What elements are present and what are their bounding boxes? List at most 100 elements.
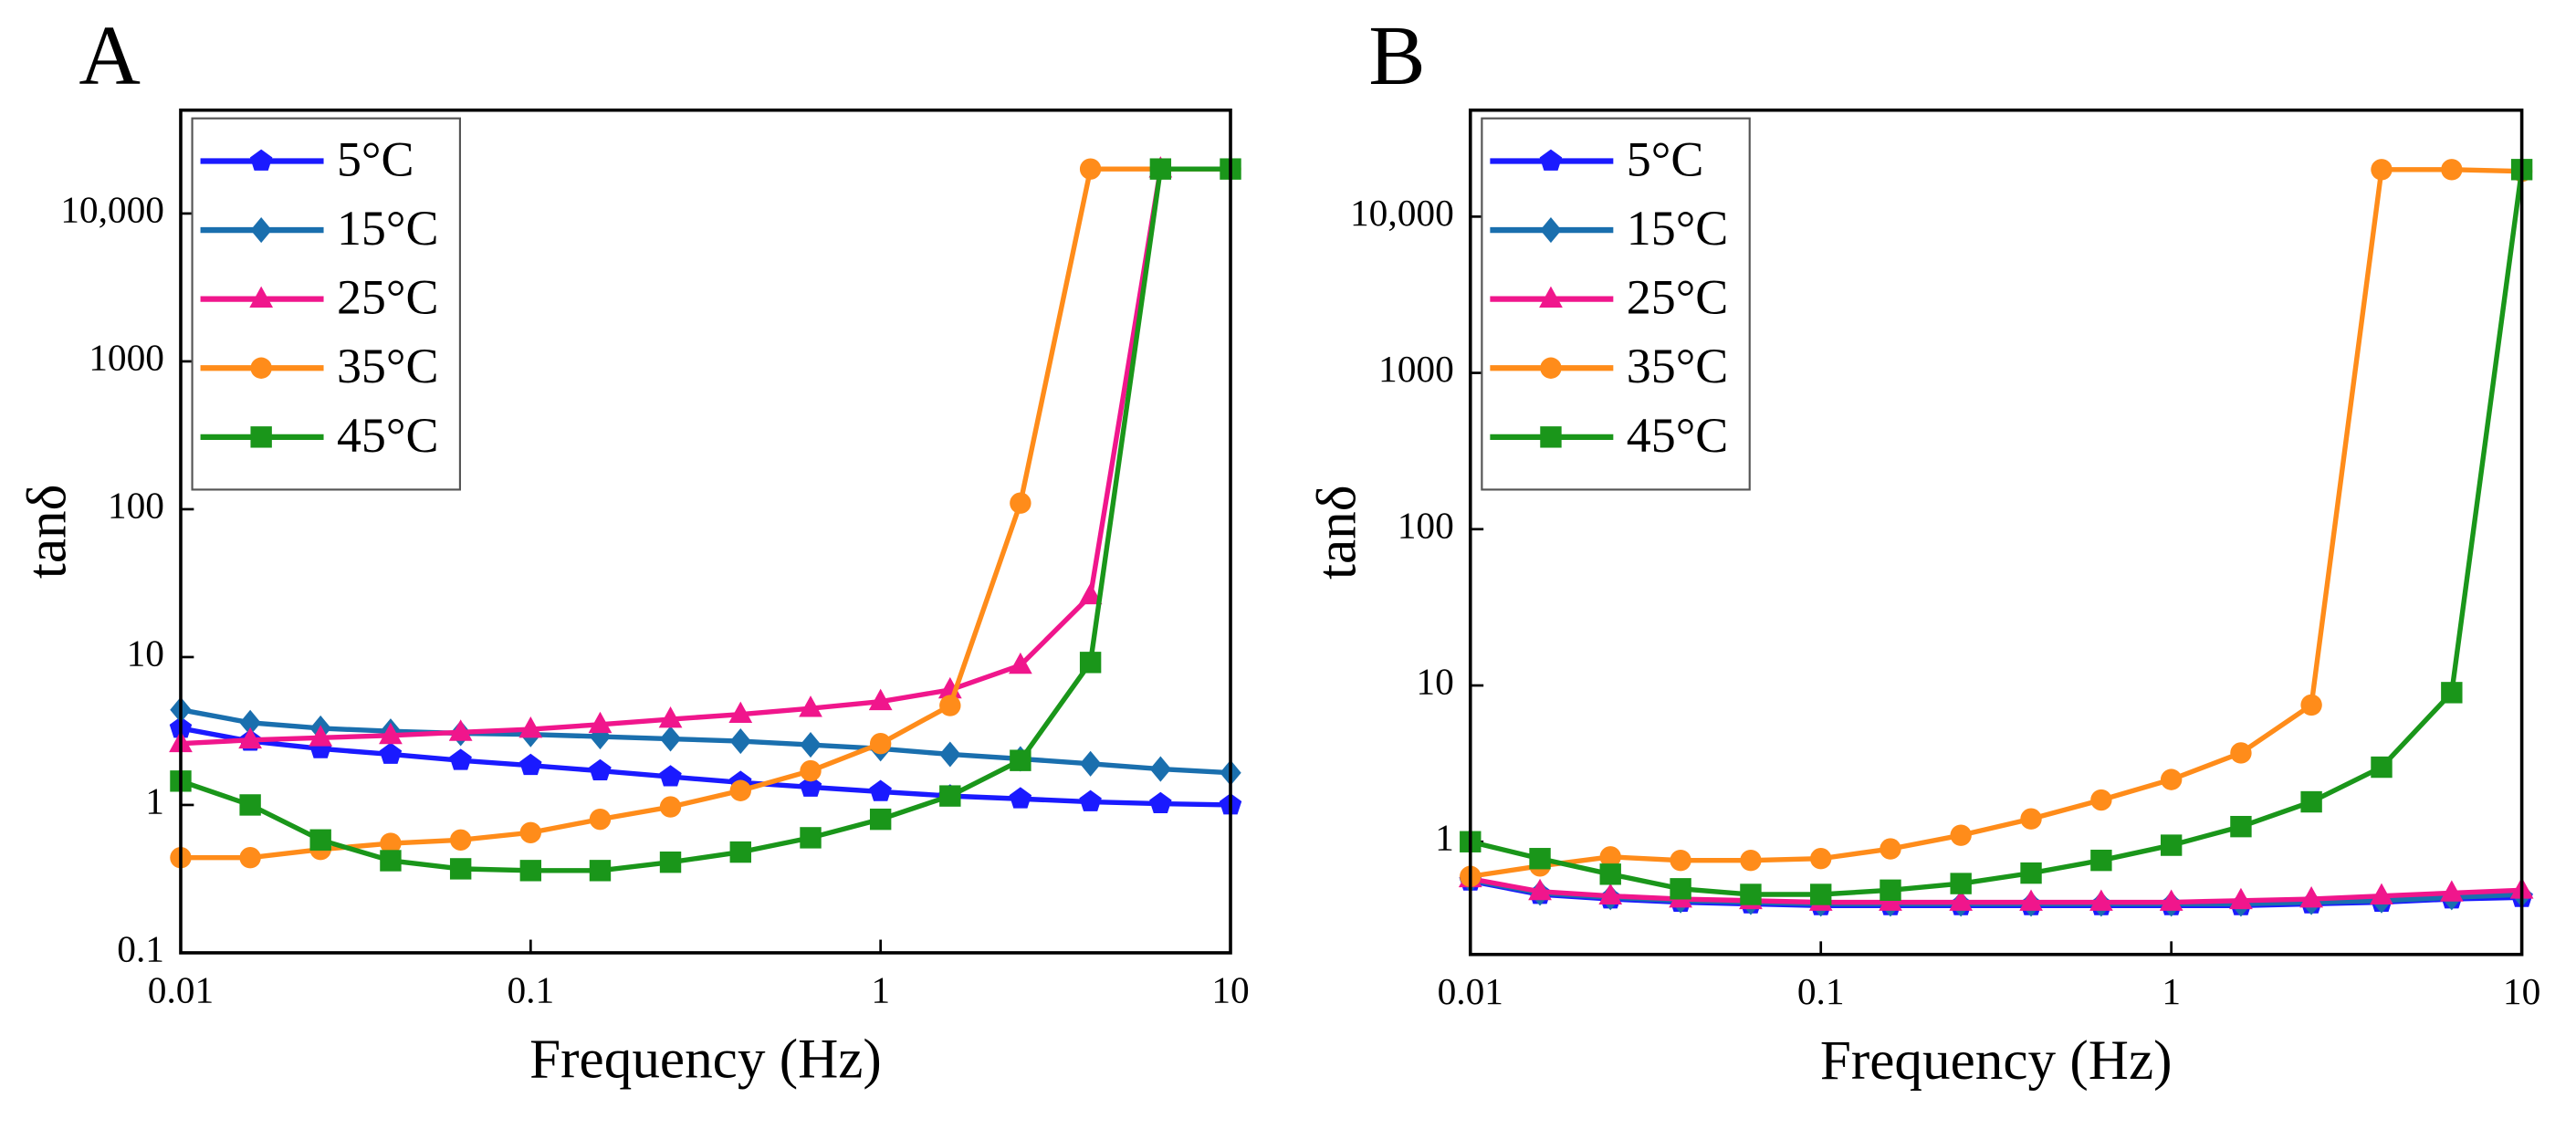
legend-box: [1481, 117, 1751, 491]
marker: [2160, 768, 2183, 790]
marker: [589, 860, 612, 882]
legend-label: 35°C: [1627, 339, 1729, 393]
legend-label: 5°C: [337, 131, 414, 186]
marker: [799, 775, 822, 797]
x-tick-label: 1: [871, 968, 890, 1010]
marker: [799, 695, 822, 717]
marker: [1078, 582, 1103, 605]
marker: [1540, 217, 1562, 244]
marker: [449, 829, 472, 851]
legend-label: 35°C: [337, 339, 439, 393]
marker: [589, 758, 612, 781]
marker: [1880, 838, 1901, 860]
panel-label: A: [79, 9, 141, 103]
marker: [2441, 159, 2463, 181]
marker: [939, 741, 961, 768]
marker: [1539, 149, 1563, 171]
marker: [1079, 652, 1102, 674]
plot-frame: [179, 108, 1232, 955]
marker: [2019, 889, 2043, 911]
legend-box: [191, 117, 462, 491]
marker: [2300, 790, 2322, 813]
marker: [1539, 286, 1563, 308]
x-tick-label: 0.01: [1438, 970, 1503, 1012]
marker: [588, 711, 613, 734]
marker: [2439, 880, 2464, 902]
marker: [2020, 862, 2042, 884]
marker: [800, 827, 822, 849]
x-tick-label: 10: [1211, 968, 1249, 1010]
marker: [1949, 889, 1974, 911]
marker: [1810, 848, 1832, 870]
marker: [239, 794, 261, 816]
marker: [249, 286, 274, 308]
marker: [659, 765, 682, 787]
series-line: [180, 166, 1231, 861]
marker: [1540, 426, 1562, 448]
y-tick-label: 10: [127, 632, 164, 674]
marker: [2160, 834, 2183, 856]
plot-frame: [1468, 108, 2524, 957]
marker: [449, 858, 472, 880]
marker: [2441, 682, 2463, 704]
y-tick-label: 1000: [89, 336, 164, 378]
y-tick-label: 10,000: [1350, 192, 1454, 234]
marker: [449, 748, 472, 770]
marker: [2230, 742, 2252, 764]
marker: [1528, 878, 1552, 901]
marker: [1009, 787, 1032, 809]
x-tick-label: 0.01: [148, 968, 214, 1010]
legend-label: 25°C: [1627, 270, 1729, 325]
marker: [2371, 756, 2393, 779]
marker: [939, 785, 961, 807]
marker: [1598, 883, 1623, 904]
series-line: [1470, 876, 2522, 905]
marker: [239, 847, 261, 869]
marker: [238, 727, 262, 749]
marker: [728, 701, 753, 724]
marker: [1670, 849, 1691, 872]
marker: [519, 753, 542, 776]
marker: [1010, 749, 1031, 771]
x-tick-label: 0.1: [1797, 970, 1845, 1012]
marker: [309, 829, 331, 851]
marker: [309, 725, 333, 747]
marker: [869, 808, 892, 831]
marker: [2090, 849, 2112, 872]
marker: [1740, 883, 1762, 905]
marker: [658, 706, 683, 728]
legend-label: 45°C: [1627, 408, 1729, 463]
marker: [589, 808, 612, 831]
marker: [659, 851, 682, 873]
panel-label: B: [1368, 9, 1425, 103]
marker: [2299, 885, 2323, 908]
x-axis-label: Frequency (Hz): [1820, 1030, 2173, 1092]
y-tick-label: 100: [108, 484, 164, 526]
marker: [1079, 789, 1102, 811]
marker: [1009, 652, 1032, 674]
marker: [729, 728, 751, 755]
marker: [1149, 158, 1172, 180]
y-tick-label: 1: [1435, 817, 1454, 859]
marker: [729, 779, 751, 801]
marker: [2300, 694, 2322, 716]
marker: [1149, 756, 1172, 782]
series-line: [1470, 167, 2522, 879]
y-axis-label: tanδ: [1305, 485, 1367, 580]
marker: [1950, 873, 1972, 894]
marker: [1599, 846, 1621, 868]
marker: [868, 688, 893, 711]
series-line: [180, 726, 1231, 808]
marker: [1079, 750, 1102, 777]
y-tick-label: 0.1: [117, 927, 164, 969]
y-tick-label: 1000: [1378, 348, 1454, 390]
legend-label: 15°C: [337, 201, 439, 256]
marker: [659, 796, 682, 818]
marker: [869, 779, 892, 801]
marker: [1149, 791, 1172, 813]
x-tick-label: 0.1: [507, 968, 554, 1010]
marker: [1810, 883, 1832, 905]
marker: [800, 759, 822, 782]
marker: [518, 716, 543, 738]
